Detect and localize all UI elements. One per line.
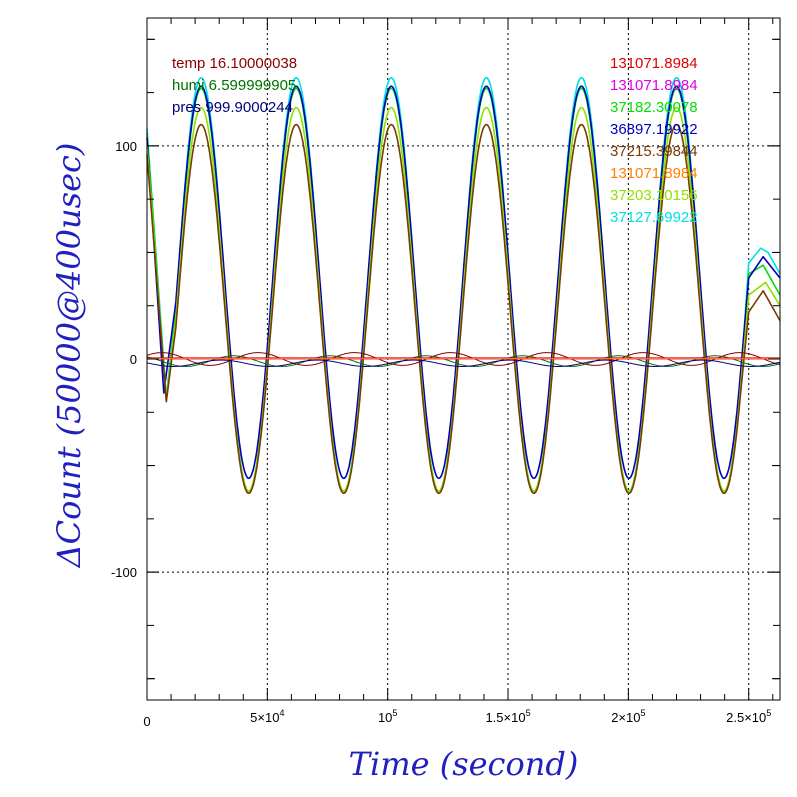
series-line-blue bbox=[146, 85, 781, 480]
legend-entry: humi 6.599999905 bbox=[172, 77, 296, 94]
y-tick-label: 100 bbox=[115, 139, 137, 154]
y-axis-title: ΔCount (50000@400usec) bbox=[50, 143, 88, 570]
x-tick-label: 105 bbox=[378, 708, 397, 725]
legend-right: 131071.8984 131071.8984 37182.30078 36897.1… bbox=[610, 55, 698, 226]
y-tick-label: -100 bbox=[111, 565, 137, 580]
x-tick-label: 2×105 bbox=[611, 708, 645, 725]
legend-entry: 131071.8984 bbox=[610, 77, 698, 94]
axis-ticks bbox=[147, 18, 780, 700]
x-tick-labels: 0 5×104 105 1.5×105 2×105 2.5×105 bbox=[143, 708, 771, 729]
legend-entry: 37127.69922 bbox=[610, 209, 698, 226]
legend-entry: 131071.8984 bbox=[610, 165, 698, 182]
legend-entry: temp 16.10000038 bbox=[172, 55, 297, 72]
series-line-pres bbox=[146, 359, 781, 367]
legend-entry: 37215.39844 bbox=[610, 143, 698, 160]
x-tick-label: 5×104 bbox=[250, 708, 284, 725]
legend-left: temp 16.10000038 humi 6.599999905 pres 999… bbox=[172, 55, 297, 116]
series-layer bbox=[146, 76, 781, 495]
x-tick-label: 0 bbox=[143, 714, 150, 729]
y-tick-label: 0 bbox=[130, 352, 137, 367]
x-tick-label: 1.5×105 bbox=[485, 708, 530, 725]
legend-entry: 131071.8984 bbox=[610, 55, 698, 72]
x-axis-title: Time (second) bbox=[349, 745, 579, 783]
legend-entry: 37203.10156 bbox=[610, 187, 698, 204]
legend-entry: 36897.19922 bbox=[610, 121, 698, 138]
legend-entry: pres 999.9000244 bbox=[172, 99, 293, 116]
legend-entry: 37182.30078 bbox=[610, 99, 698, 116]
x-tick-label: 2.5×105 bbox=[726, 708, 771, 725]
series-line-temp bbox=[146, 352, 781, 366]
y-tick-labels: 100 0 -100 bbox=[111, 139, 137, 580]
